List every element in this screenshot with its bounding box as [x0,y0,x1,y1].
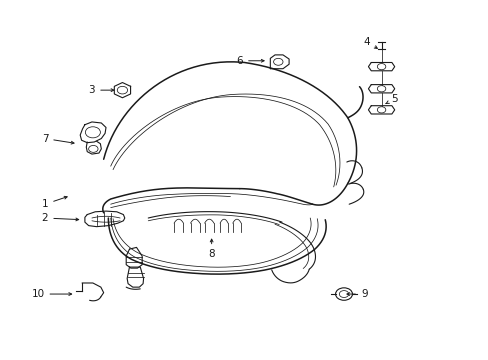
Text: 9: 9 [346,289,367,299]
Text: 1: 1 [41,196,67,209]
Text: 8: 8 [208,239,215,259]
Text: 3: 3 [88,85,114,95]
Text: 7: 7 [41,134,74,144]
Text: 10: 10 [31,289,71,299]
Text: 4: 4 [363,37,377,48]
Text: 5: 5 [385,94,397,104]
Text: 6: 6 [236,56,264,66]
Text: 2: 2 [41,213,79,223]
